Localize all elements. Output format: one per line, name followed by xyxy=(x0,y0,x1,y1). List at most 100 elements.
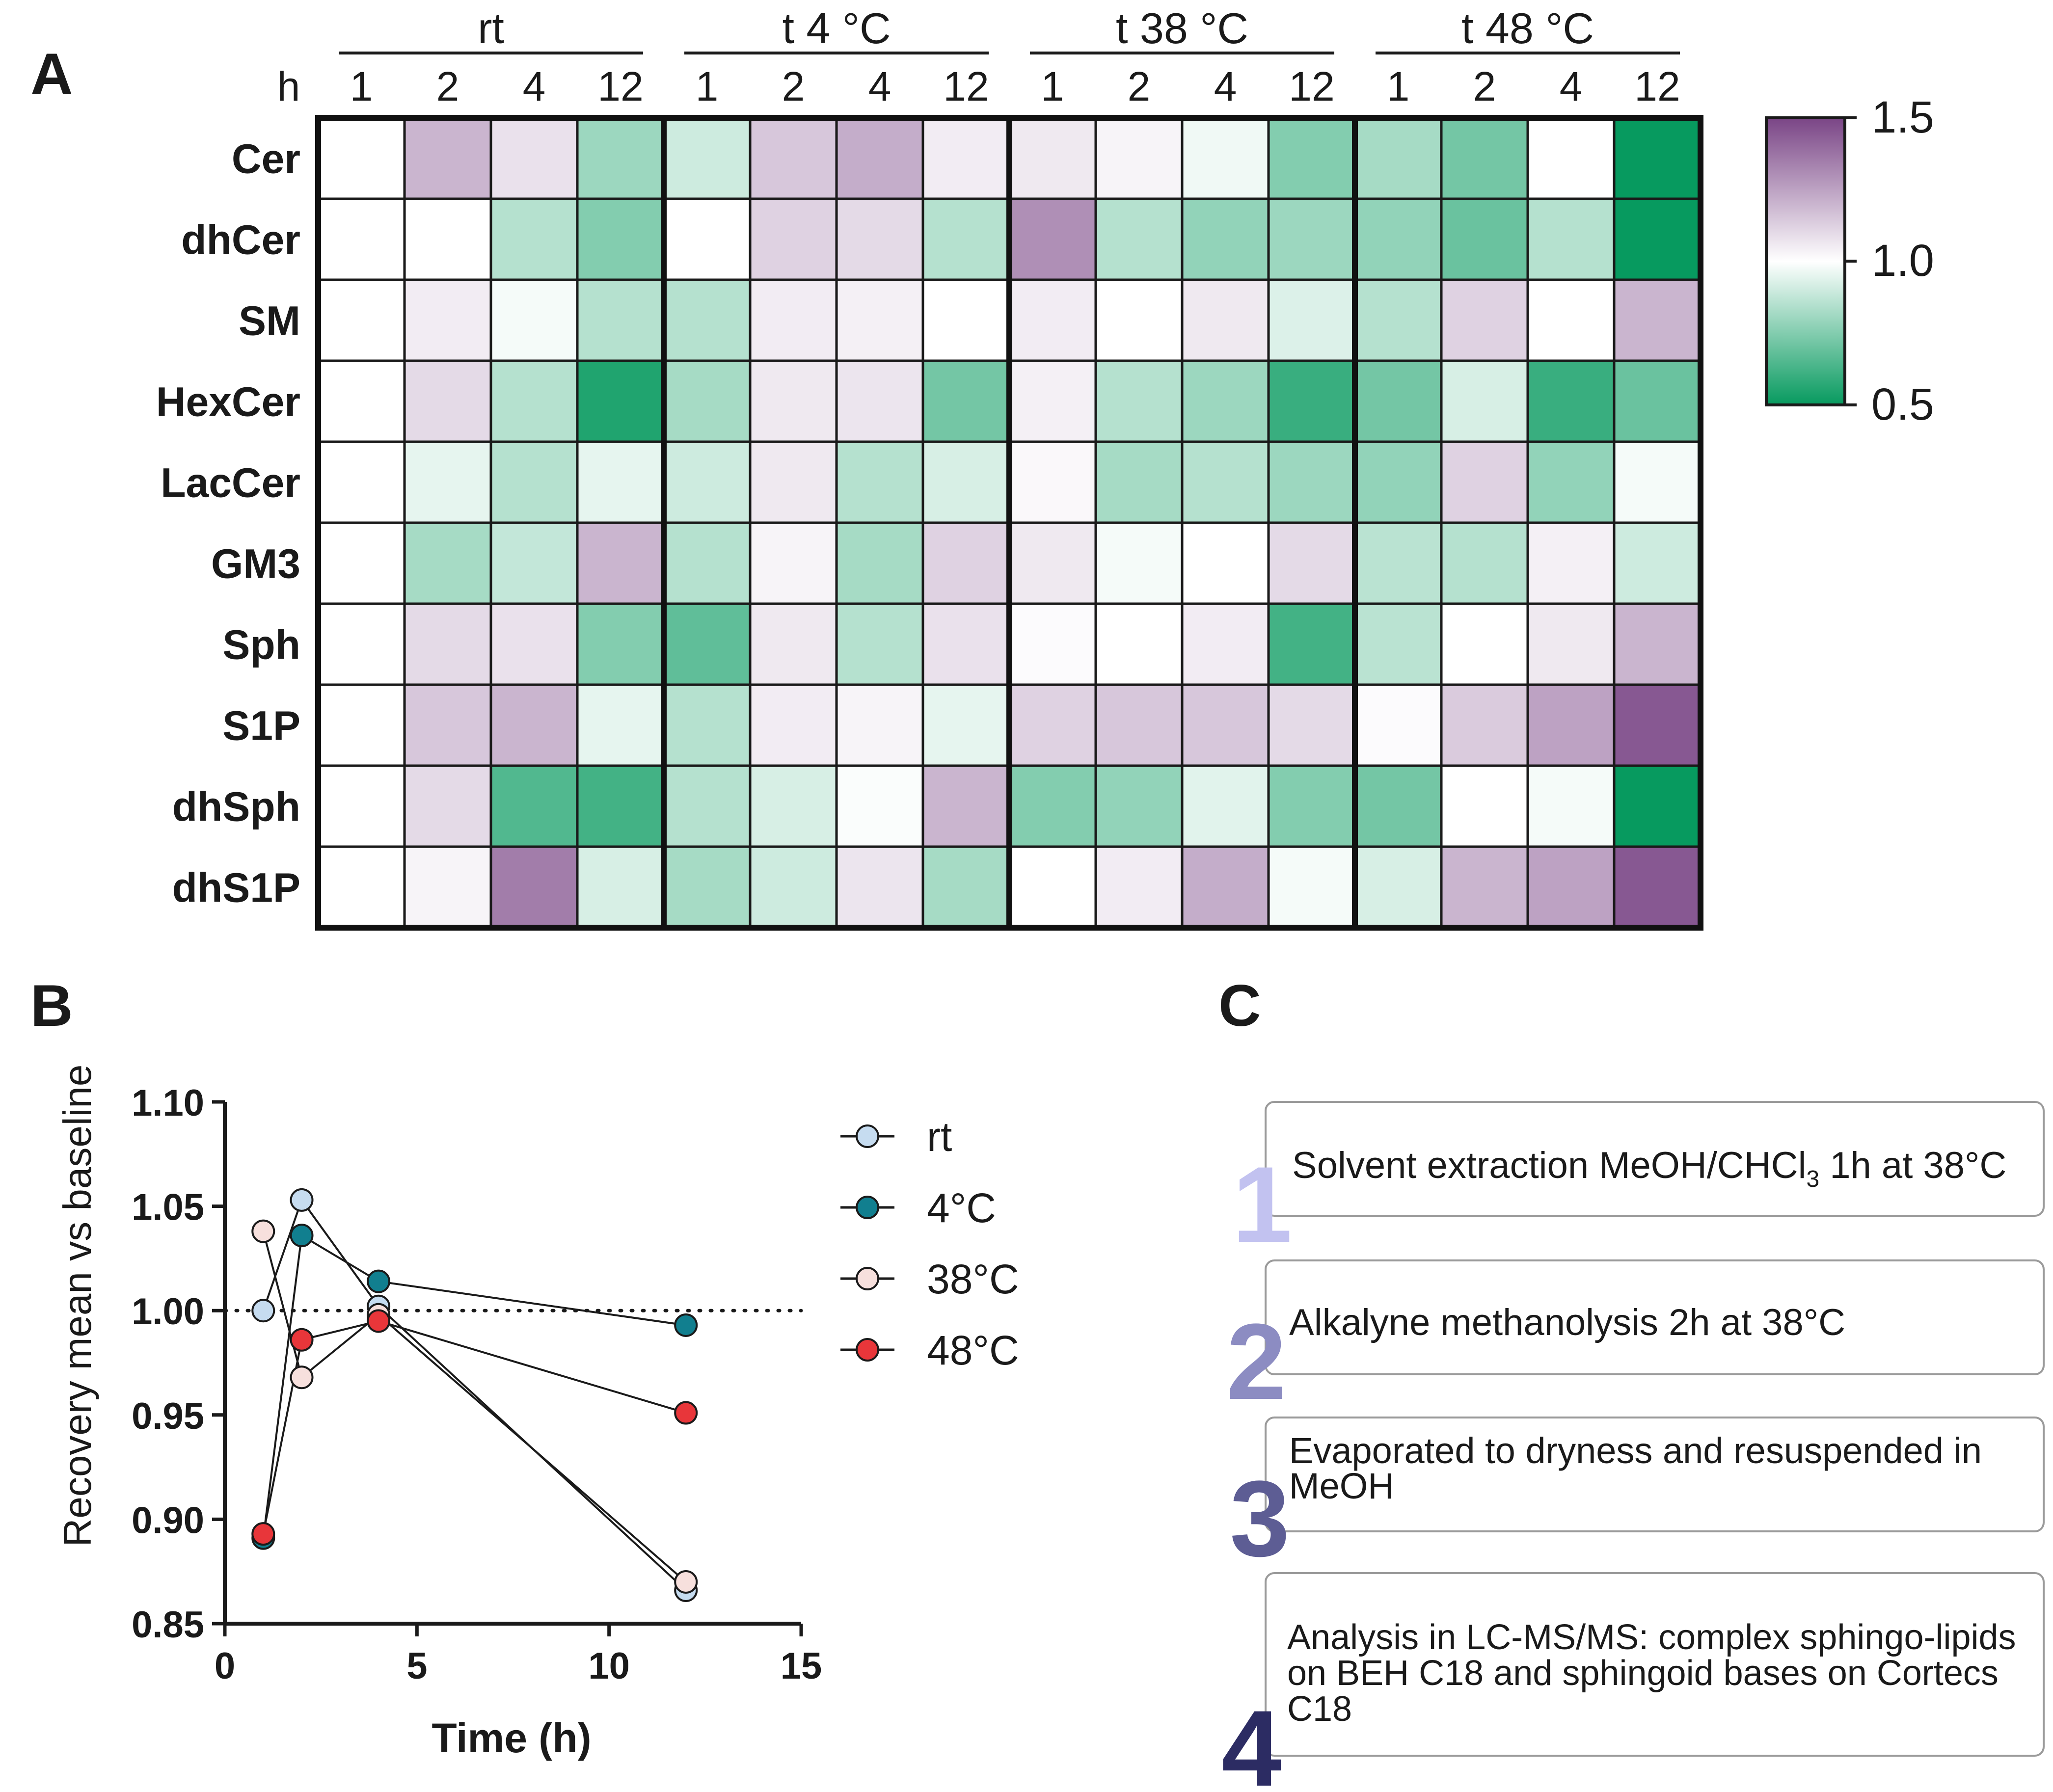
heatmap-cell-HexCer-13 xyxy=(1353,359,1443,443)
series-point-38°C xyxy=(251,1219,275,1243)
series-point-48°C xyxy=(674,1401,698,1425)
heatmap-cell-S1P-4 xyxy=(576,683,665,767)
heatmap-cell-GM3-1 xyxy=(317,521,406,605)
heatmap-cell-GM3-14 xyxy=(1440,521,1529,605)
heatmap-cell-dhCer-10 xyxy=(1094,197,1184,281)
heatmap-hour-label: 2 xyxy=(1128,63,1151,109)
line-chart-x-tick-label: 0 xyxy=(215,1645,235,1687)
series-line-48°C xyxy=(262,1320,686,1534)
workflow-step-2-number: 2 xyxy=(1226,1301,1286,1422)
heatmap-row-label-dhSph: dhSph xyxy=(172,784,300,830)
heatmap-cell-LacCer-13 xyxy=(1353,440,1443,524)
heatmap-cell-SM-10 xyxy=(1094,278,1184,362)
workflow-step-3: 3 Evaporated to dryness and resuspended … xyxy=(1230,1417,2045,1579)
heatmap-cell-Cer-1 xyxy=(317,116,406,200)
workflow-step-4: 4 Analysis in LC-MS/MS: complex sphingo-… xyxy=(1221,1572,2045,1792)
heatmap-cell-Sph-5 xyxy=(662,602,752,686)
panel-label-c: C xyxy=(1218,973,1261,1039)
series-line-38°C xyxy=(262,1231,687,1583)
heatmap-cell-HexCer-9 xyxy=(1008,359,1097,443)
series-line-4°C xyxy=(262,1233,686,1538)
heatmap-cells xyxy=(317,116,1702,929)
heatmap-cell-SM-13 xyxy=(1353,278,1443,362)
heatmap-cell-dhCer-4 xyxy=(576,197,665,281)
heatmap-hour-label: 1 xyxy=(350,63,373,109)
heatmap-cell-S1P-13 xyxy=(1353,683,1443,767)
heatmap-cell-HexCer-4 xyxy=(576,359,665,443)
heatmap-cell-Sph-2 xyxy=(403,602,492,686)
heatmap-cell-Sph-16 xyxy=(1613,602,1702,686)
heatmap-hour-labels: h 1 2 4 12 1 2 4 12 1 2 4 12 1 2 4 12 xyxy=(277,63,1680,109)
heatmap-cell-S1P-7 xyxy=(835,683,924,767)
heatmap-cell-LacCer-11 xyxy=(1181,440,1270,524)
heatmap-cell-LacCer-2 xyxy=(403,440,492,524)
heatmap-cell-dhS1P-6 xyxy=(749,845,838,929)
heatmap-cell-dhCer-12 xyxy=(1267,197,1356,281)
line-chart: Recovery mean vs baseline Time (h) 0.850… xyxy=(55,1065,1019,1761)
line-chart-y-tick-label: 0.90 xyxy=(132,1499,204,1541)
workflow-step-1: 1 Solvent extraction MeOH/CHCl3 1h at 38… xyxy=(1232,1101,2045,1265)
heatmap-hour-label: 1 xyxy=(696,63,719,109)
heatmap-cell-dhCer-3 xyxy=(489,197,579,281)
heatmap-cell-dhCer-7 xyxy=(835,197,924,281)
heatmap-cell-GM3-10 xyxy=(1094,521,1184,605)
heatmap-cell-Cer-6 xyxy=(749,116,838,200)
heatmap-cell-dhSph-2 xyxy=(403,764,492,848)
heatmap-cell-SM-4 xyxy=(576,278,665,362)
panel-label-b: B xyxy=(30,973,73,1039)
heatmap-cell-dhS1P-13 xyxy=(1353,845,1443,929)
heatmap-cell-S1P-11 xyxy=(1181,683,1270,767)
series-line-rt xyxy=(262,1198,687,1591)
heatmap-cell-dhSph-10 xyxy=(1094,764,1184,848)
line-chart-legend: rt 4°C 38°C 48°C xyxy=(840,1114,1019,1373)
heatmap-cell-Cer-13 xyxy=(1353,116,1443,200)
heatmap-group-header-2: t 4 °C xyxy=(782,4,891,53)
line-chart-points xyxy=(251,1188,698,1602)
heatmap-hour-label: 4 xyxy=(1560,63,1583,109)
heatmap-cell-Sph-3 xyxy=(489,602,579,686)
heatmap-cell-HexCer-10 xyxy=(1094,359,1184,443)
heatmap-row-labels: Cer dhCer SM HexCer LacCer GM3 Sph S1P dhSph dhS1… xyxy=(156,136,300,911)
heatmap-cell-LacCer-1 xyxy=(317,440,406,524)
heatmap-cell-dhSph-13 xyxy=(1353,764,1443,848)
workflow-step-3-number: 3 xyxy=(1230,1458,1290,1579)
heatmap-hour-label: 4 xyxy=(1214,63,1237,109)
heatmap-cell-LacCer-9 xyxy=(1008,440,1097,524)
heatmap-cell-S1P-2 xyxy=(403,683,492,767)
heatmap-cell-GM3-12 xyxy=(1267,521,1356,605)
heatmap-cell-LacCer-16 xyxy=(1613,440,1702,524)
workflow-step-3-text: Evaporated to dryness and resuspended in… xyxy=(1289,1433,1982,1506)
heatmap-cell-SM-6 xyxy=(749,278,838,362)
heatmap-cell-dhS1P-3 xyxy=(489,845,579,929)
heatmap-cell-Cer-14 xyxy=(1440,116,1529,200)
heatmap-cell-dhSph-14 xyxy=(1440,764,1529,848)
heatmap-cell-Sph-14 xyxy=(1440,602,1529,686)
heatmap-hour-label: 2 xyxy=(782,63,805,109)
heatmap-cell-GM3-13 xyxy=(1353,521,1443,605)
heatmap-cell-SM-14 xyxy=(1440,278,1529,362)
heatmap-cell-dhCer-14 xyxy=(1440,197,1529,281)
heatmap-cell-dhCer-5 xyxy=(662,197,752,281)
line-chart-y-tick-label: 1.10 xyxy=(132,1082,204,1124)
series-point-rt xyxy=(251,1299,275,1323)
heatmap-row-label-LacCer: LacCer xyxy=(161,460,300,506)
heatmap-cell-dhS1P-1 xyxy=(317,845,406,929)
heatmap-cell-GM3-11 xyxy=(1181,521,1270,605)
workflow-step-1-text: Solvent extraction MeOH/CHCl3 1h at 38°C xyxy=(1292,1145,2006,1192)
heatmap-row-label-Sph: Sph xyxy=(222,622,300,668)
heatmap-cell-dhSph-3 xyxy=(489,764,579,848)
legend-label-48°C: 48°C xyxy=(927,1327,1019,1373)
legend-label-rt: rt xyxy=(927,1114,952,1160)
heatmap-cell-HexCer-3 xyxy=(489,359,579,443)
heatmap-cell-SM-2 xyxy=(403,278,492,362)
heatmap-cell-GM3-5 xyxy=(662,521,752,605)
heatmap-cell-GM3-8 xyxy=(921,521,1011,605)
heatmap-cell-dhCer-16 xyxy=(1613,197,1702,281)
heatmap-hour-label: 12 xyxy=(1289,63,1334,109)
series-point-4°C xyxy=(290,1224,314,1248)
workflow-steps: 1 Solvent extraction MeOH/CHCl3 1h at 38… xyxy=(1221,1101,2045,1792)
heatmap-cell-dhCer-8 xyxy=(921,197,1011,281)
heatmap-cell-Cer-7 xyxy=(835,116,924,200)
heatmap-cell-dhSph-1 xyxy=(317,764,406,848)
heatmap-cell-GM3-6 xyxy=(749,521,838,605)
